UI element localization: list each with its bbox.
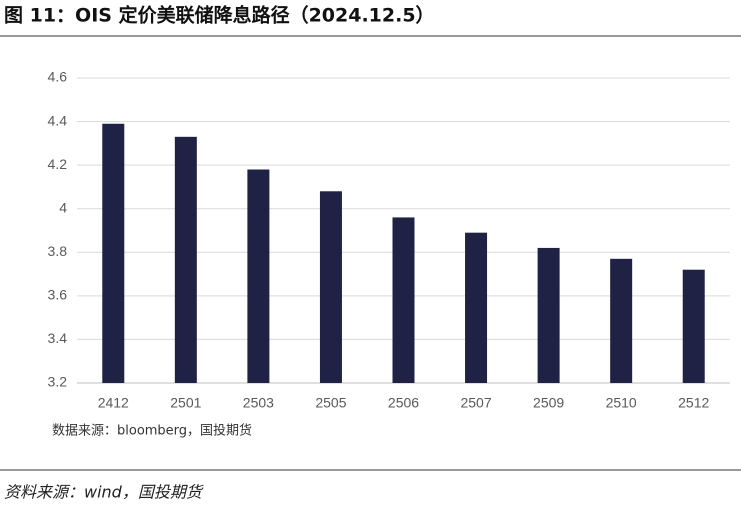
y-tick-label: 4.6 — [48, 69, 68, 85]
x-tick-label: 2506 — [388, 395, 419, 411]
x-tick-label: 2509 — [533, 395, 564, 411]
chart-source: 数据来源：bloomberg，国投期货 — [52, 423, 252, 439]
bar — [392, 217, 415, 383]
bar — [465, 232, 488, 383]
y-tick-label: 3.2 — [48, 374, 68, 390]
bar — [537, 247, 560, 383]
x-tick-label: 2510 — [606, 395, 637, 411]
footer: 资料来源：wind，国投期货 — [4, 483, 204, 502]
bar — [102, 123, 125, 383]
bar — [174, 136, 197, 383]
y-tick-label: 4.2 — [48, 156, 68, 172]
bar — [247, 169, 270, 383]
bar — [319, 191, 342, 383]
x-tick-label: 2501 — [170, 395, 201, 411]
x-tick-label: 2412 — [98, 395, 129, 411]
bar — [682, 269, 705, 383]
chart-title: 图 11：OIS 定价美联储降息路径（2024.12.5） — [4, 4, 435, 27]
x-tick-label: 2512 — [678, 395, 709, 411]
y-tick-label: 3.4 — [48, 330, 68, 346]
x-tick-label: 2507 — [460, 395, 491, 411]
x-tick-label: 2505 — [315, 395, 346, 411]
bar — [610, 258, 633, 383]
y-tick-label: 4.4 — [48, 112, 68, 128]
y-tick-label: 3.8 — [48, 243, 68, 259]
x-tick-label: 2503 — [243, 395, 274, 411]
y-tick-label: 3.6 — [48, 287, 68, 303]
y-tick-label: 4 — [59, 199, 67, 215]
